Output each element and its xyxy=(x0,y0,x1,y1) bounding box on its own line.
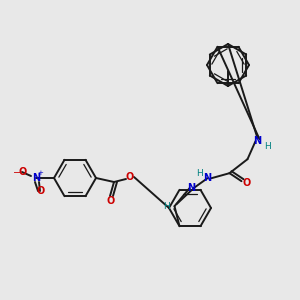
Text: H: H xyxy=(196,169,203,178)
Text: O: O xyxy=(126,172,134,182)
Text: N: N xyxy=(254,136,262,146)
Text: O: O xyxy=(242,178,250,188)
Text: −: − xyxy=(13,168,21,178)
Text: H: H xyxy=(264,142,271,151)
Text: +: + xyxy=(37,170,43,176)
Text: N: N xyxy=(32,173,40,183)
Text: N: N xyxy=(188,183,196,193)
Text: O: O xyxy=(19,167,27,177)
Text: H: H xyxy=(163,202,170,211)
Text: O: O xyxy=(107,196,115,206)
Text: O: O xyxy=(37,186,45,196)
Text: N: N xyxy=(203,173,211,183)
